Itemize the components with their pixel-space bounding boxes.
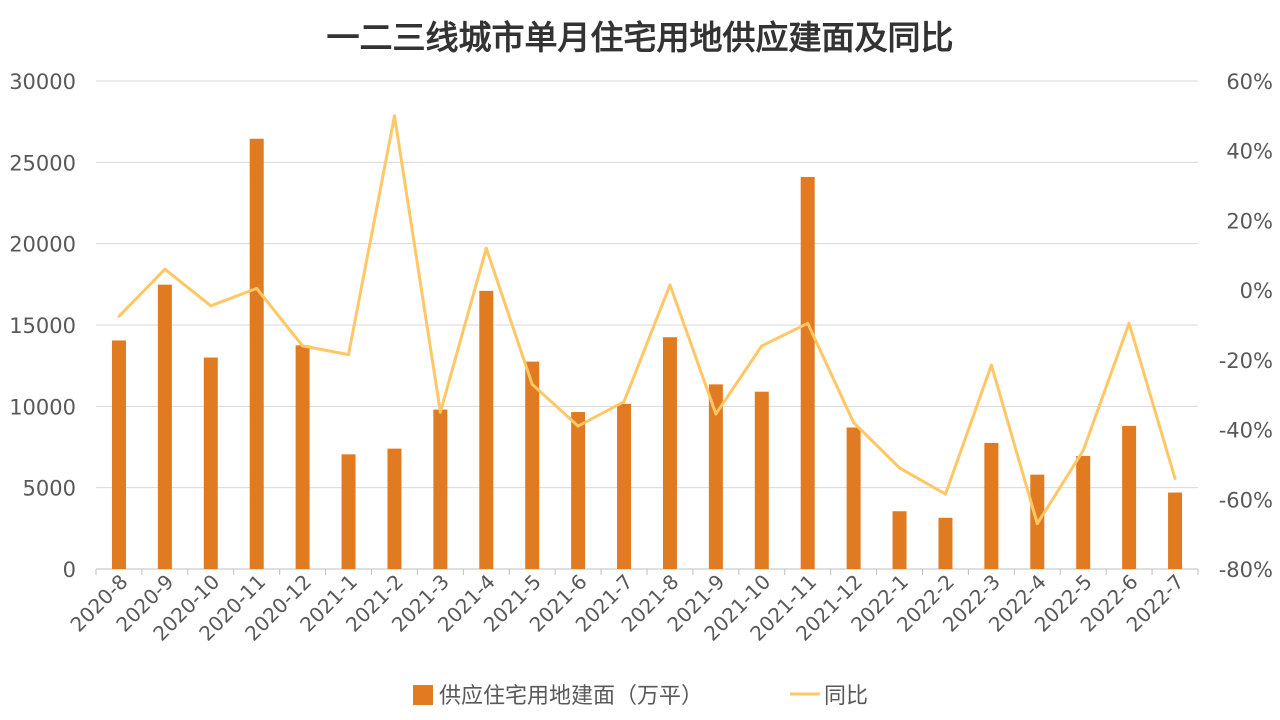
- y-left-tick-label: 15000: [9, 314, 76, 338]
- y-right-tick-label: 40%: [1226, 140, 1273, 164]
- line-point: [898, 466, 902, 470]
- line-point: [760, 344, 764, 348]
- bar: [754, 391, 769, 569]
- line-point: [1127, 321, 1131, 325]
- chart-title: 一二三线城市单月住宅用地供应建面及同比: [327, 18, 954, 57]
- y-right-tick-label: -20%: [1219, 349, 1273, 373]
- line-point: [1035, 522, 1039, 526]
- legend: 供应住宅用地建面（万平） 同比: [413, 684, 868, 709]
- line-point: [989, 363, 993, 367]
- y-left-tick-label: 25000: [9, 151, 76, 175]
- line-point: [530, 382, 534, 386]
- line-point: [255, 286, 259, 290]
- line-point: [622, 400, 626, 404]
- y-right-tick-label: 60%: [1226, 70, 1273, 94]
- y-left-tick-label: 20000: [9, 233, 76, 257]
- line-point: [392, 114, 396, 118]
- line-point: [943, 492, 947, 496]
- y-right-tick-label: 0%: [1240, 279, 1273, 303]
- y-left-tick-label: 5000: [23, 477, 76, 501]
- bar: [1076, 455, 1091, 569]
- line-point: [668, 283, 672, 287]
- gridlines: [96, 80, 1198, 570]
- bar: [295, 345, 310, 569]
- bar: [525, 361, 540, 569]
- line-point: [852, 421, 856, 425]
- y-left-tick-label: 30000: [9, 70, 76, 94]
- line-point: [576, 424, 580, 428]
- line-point: [806, 321, 810, 325]
- bar: [617, 403, 632, 569]
- bar: [111, 340, 126, 569]
- legend-swatch-bar: [413, 685, 433, 705]
- line-point: [347, 353, 351, 357]
- bar: [341, 454, 356, 569]
- bar: [479, 290, 494, 569]
- bar: [892, 511, 907, 569]
- y-left-tick-label: 10000: [9, 395, 76, 419]
- bar: [249, 138, 264, 569]
- y-right-tick-label: -80%: [1219, 558, 1273, 582]
- line-point: [1081, 448, 1085, 452]
- bar: [571, 412, 586, 569]
- line-point: [484, 246, 488, 250]
- bar: [157, 284, 172, 569]
- bar: [846, 427, 861, 569]
- bar-series: [111, 138, 1183, 569]
- bar: [203, 357, 218, 569]
- y-right-tick-label: -40%: [1219, 419, 1273, 443]
- legend-label-bar: 供应住宅用地建面（万平）: [439, 684, 703, 709]
- line-series-path: [117, 114, 1177, 526]
- bar: [984, 442, 999, 569]
- bar: [938, 517, 953, 569]
- bar: [1122, 425, 1137, 569]
- y-right-tick-label: -60%: [1219, 488, 1273, 512]
- legend-label-line: 同比: [824, 684, 868, 709]
- line-point: [438, 410, 442, 414]
- bar: [387, 448, 402, 569]
- bar: [708, 384, 723, 569]
- line-point: [1173, 476, 1177, 480]
- bar: [433, 409, 448, 569]
- line-point: [301, 344, 305, 348]
- bar: [662, 337, 677, 569]
- bar: [800, 176, 815, 569]
- line-point: [714, 412, 718, 416]
- line-point: [117, 314, 121, 318]
- y-left-tick-label: 0: [63, 558, 76, 582]
- y-right-tick-label: 20%: [1226, 209, 1273, 233]
- line-point: [163, 267, 167, 271]
- line-point: [209, 304, 213, 308]
- line-series: [117, 114, 1177, 526]
- bar: [1168, 492, 1183, 569]
